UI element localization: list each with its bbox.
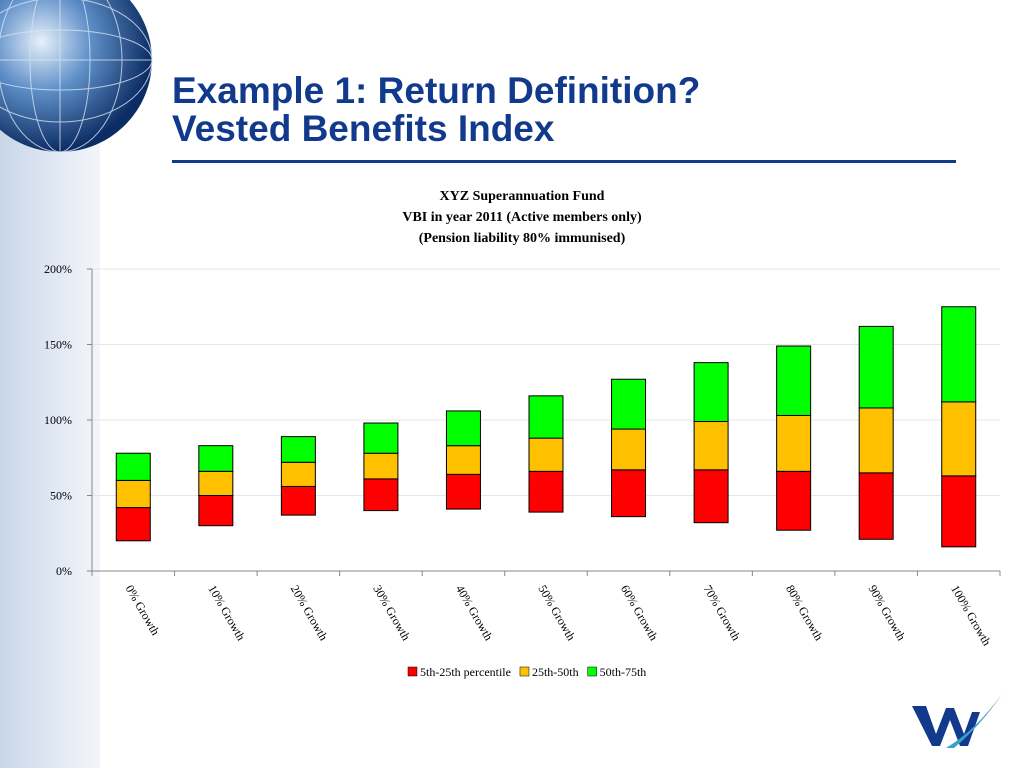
bar-segment-3 [528, 395, 564, 439]
bar-segment-1 [941, 475, 977, 548]
bar-segment-3 [363, 422, 399, 454]
bar-segment-2 [858, 407, 894, 474]
bar-segment-2 [941, 401, 977, 477]
bar-segment-3 [280, 436, 316, 463]
x-tick-label: 30% Growth [370, 583, 413, 643]
bar-segment-3 [941, 306, 977, 403]
y-tick-label: 150% [44, 338, 72, 352]
slide-title-line-1: Example 1: Return Definition? [172, 70, 701, 111]
bar-segment-1 [280, 485, 316, 516]
slide-title-line-2: Vested Benefits Index [172, 108, 555, 149]
bar-segment-2 [693, 421, 729, 471]
bar-segment-3 [776, 345, 812, 416]
globe-graphic [0, 0, 180, 180]
legend-swatch-2 [519, 666, 530, 677]
bar-segment-3 [115, 452, 151, 481]
title-underline [172, 160, 956, 163]
bar-segment-1 [115, 507, 151, 542]
legend-swatch-3 [587, 666, 597, 677]
y-tick-label: 50% [50, 489, 72, 503]
x-tick-label: 20% Growth [288, 583, 331, 643]
bar-segment-1 [198, 495, 234, 527]
x-tick-label: 40% Growth [453, 583, 496, 643]
y-tick-label: 200% [44, 262, 72, 276]
bar-segment-2 [528, 437, 564, 472]
bar-segment-1 [693, 469, 729, 524]
bar-segment-1 [363, 478, 399, 512]
legend-label-3: 50th-75th [600, 665, 647, 679]
bar-segment-2 [115, 479, 151, 509]
bar-segment-1 [611, 469, 647, 518]
x-tick-label: 50% Growth [535, 583, 578, 643]
bar-segment-1 [776, 470, 812, 531]
chart-title-line-3: (Pension liability 80% immunised) [418, 231, 626, 246]
x-tick-label: 0% Growth [123, 583, 163, 638]
x-tick-label: 100% Growth [948, 583, 994, 649]
legend-label-1: 5th-25th percentile [420, 665, 511, 679]
x-tick-label: 80% Growth [783, 583, 826, 643]
chart-title: XYZ Superannuation Fund VBI in year 2011… [272, 186, 772, 249]
bar-segment-3 [611, 378, 647, 430]
chart-title-line-2: VBI in year 2011 (Active members only) [402, 210, 642, 225]
legend-swatch-1 [407, 666, 418, 677]
bar-segment-2 [611, 428, 647, 471]
bar-segment-1 [445, 473, 481, 510]
x-tick-label: 10% Growth [205, 583, 248, 643]
bar-segment-2 [280, 461, 316, 487]
x-tick-label: 70% Growth [700, 583, 743, 643]
bar-segment-3 [858, 325, 894, 409]
bar-segment-1 [528, 470, 564, 513]
bar-segment-2 [363, 452, 399, 480]
company-logo [906, 690, 1006, 750]
bar-segment-3 [445, 410, 481, 447]
bar-segment-2 [198, 470, 234, 496]
chart-title-line-1: XYZ Superannuation Fund [439, 189, 605, 204]
bar-segment-1 [858, 472, 894, 540]
bar-segment-3 [198, 445, 234, 472]
x-tick-label: 60% Growth [618, 583, 661, 643]
y-tick-label: 0% [56, 564, 72, 578]
legend-label-2: 25th-50th [532, 665, 579, 679]
bar-segment-2 [445, 445, 481, 475]
bar-segment-2 [776, 414, 812, 472]
slide-title: Example 1: Return Definition? Vested Ben… [172, 72, 700, 148]
x-tick-label: 90% Growth [866, 583, 909, 643]
bar-segment-3 [693, 362, 729, 423]
y-tick-label: 100% [44, 413, 72, 427]
